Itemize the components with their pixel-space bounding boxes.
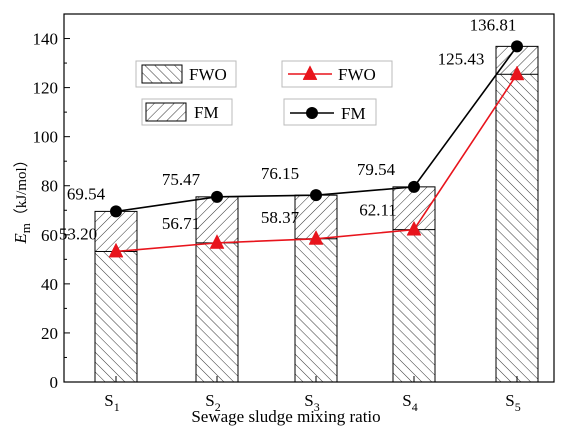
- marker-fwo: [509, 65, 525, 81]
- bar-fwo: [294, 238, 338, 383]
- x-tick-label: S2: [205, 391, 220, 414]
- marker-fm: [408, 180, 420, 193]
- marker-fm: [211, 190, 223, 203]
- bar-fwo: [94, 250, 138, 383]
- legend-bar-fwo-label: FWO: [189, 65, 227, 84]
- legend: FWO FM FWO FM: [135, 60, 393, 126]
- data-label-fm: 69.54: [67, 184, 106, 203]
- legend-line-fwo-frame: [281, 60, 393, 88]
- plot-frame: [63, 13, 555, 383]
- marker-fwo: [209, 234, 225, 249]
- legend-bar-fm-swatch: [145, 102, 187, 122]
- y-tick-label: 80: [41, 177, 58, 196]
- legend-bar-fwo-swatch: [141, 64, 183, 84]
- legend-line-fwo-marker: [302, 65, 318, 80]
- legend-line-fm-marker: [306, 107, 318, 119]
- data-label-fwo: 58.37: [261, 208, 300, 227]
- legend-line-fm-frame: [283, 98, 377, 126]
- bar-fwo: [195, 242, 239, 383]
- x-axis: S1 S2 S3 S4 S5: [104, 376, 521, 414]
- y-axis-label-unit: （kJ/mol）: [13, 152, 30, 223]
- y-tick-label: 20: [41, 324, 58, 343]
- data-label-fm: 76.15: [261, 164, 299, 183]
- bar-fwo: [392, 229, 436, 383]
- y-tick-label: 60: [41, 226, 58, 245]
- y-axis-label-subscript: m: [18, 223, 33, 233]
- data-label-fwo: 125.43: [438, 49, 485, 68]
- marker-fwo: [308, 230, 324, 245]
- marker-fm: [110, 205, 122, 218]
- y-tick-label: 120: [33, 79, 59, 98]
- bars-group: [94, 45, 539, 383]
- data-label-fm: 75.47: [162, 170, 201, 189]
- y-tick-label: 140: [33, 30, 59, 49]
- x-axis-label: Sewage sludge mixing ratio: [191, 407, 380, 426]
- data-labels-group: 69.54 53.20 75.47 56.71 76.15 58.37 79.54 62.11…: [59, 15, 517, 243]
- legend-line-fm-label: FM: [341, 104, 366, 123]
- marker-fm: [511, 40, 523, 53]
- x-tick-label: S4: [402, 391, 417, 414]
- data-label-fm: 136.81: [470, 15, 517, 34]
- marker-fm: [310, 189, 322, 202]
- y-tick-label: 40: [41, 275, 58, 294]
- data-label-fm: 79.54: [357, 160, 396, 179]
- y-axis-label-symbol: E: [11, 233, 30, 245]
- y-axis-label: Em（kJ/mol）: [11, 152, 33, 244]
- x-tick-label: S5: [505, 391, 520, 414]
- y-axis: 0 20 40 60 80 100 120 140: [33, 30, 70, 392]
- y-tick-label: 100: [33, 128, 59, 147]
- y-tick-label: 0: [50, 373, 59, 392]
- marker-fwo: [108, 242, 124, 258]
- x-tick-label: S3: [304, 391, 319, 414]
- data-label-fwo: 56.71: [162, 214, 200, 233]
- marker-fwo: [406, 220, 422, 236]
- markers-group: [108, 40, 525, 258]
- data-label-fwo: 53.20: [59, 224, 97, 243]
- x-tick-label: S1: [104, 391, 119, 414]
- legend-line-fwo-label: FWO: [338, 65, 376, 84]
- bar-fwo: [495, 73, 539, 383]
- legend-bar-fm-label: FM: [194, 103, 219, 122]
- data-label-fwo: 62.11: [359, 201, 397, 220]
